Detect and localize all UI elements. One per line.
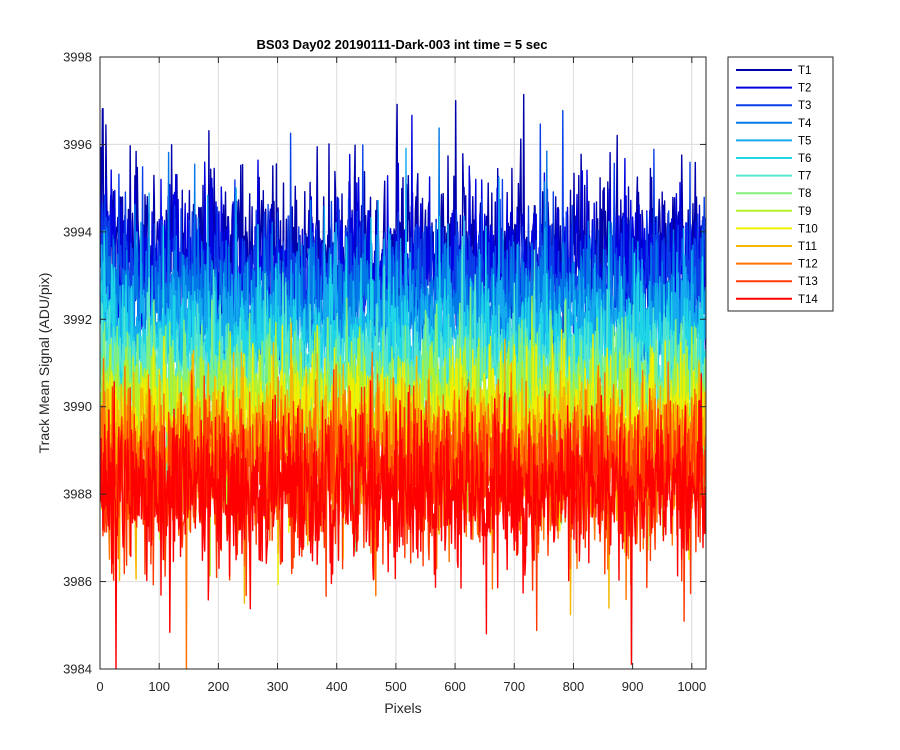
x-tick-label: 700 bbox=[503, 679, 525, 694]
legend-label: T14 bbox=[798, 294, 818, 306]
y-tick-label: 3992 bbox=[63, 312, 92, 327]
x-tick-label: 800 bbox=[563, 679, 585, 694]
legend-label: T13 bbox=[798, 276, 818, 288]
x-tick-label: 600 bbox=[444, 679, 466, 694]
x-axis-label: Pixels bbox=[384, 700, 421, 716]
y-tick-label: 3998 bbox=[63, 50, 92, 65]
legend-label: T5 bbox=[798, 135, 811, 147]
x-tick-label: 200 bbox=[208, 679, 230, 694]
y-axis-label: Track Mean Signal (ADU/pix) bbox=[36, 273, 52, 454]
legend: T1 T2 T3 T4 T5 T6 T7 T8 T9 T10 T11 T12 T13 T14 bbox=[727, 56, 834, 312]
x-tick-label: 1000 bbox=[677, 679, 706, 694]
y-tick-label: 3996 bbox=[63, 137, 92, 152]
y-tick-label: 3994 bbox=[63, 224, 92, 239]
x-tick-label: 0 bbox=[96, 679, 103, 694]
y-tick-label: 3986 bbox=[63, 574, 92, 589]
x-tick-label: 400 bbox=[326, 679, 348, 694]
series-line-t14 bbox=[100, 373, 706, 669]
legend-label: T4 bbox=[798, 118, 812, 130]
legend-label: T2 bbox=[798, 83, 811, 95]
plot-frame bbox=[99, 56, 707, 670]
legend-label: T7 bbox=[798, 171, 811, 183]
legend-label: T3 bbox=[798, 100, 811, 112]
y-tick-label: 3990 bbox=[63, 399, 92, 414]
x-tick-label: 100 bbox=[148, 679, 170, 694]
plot-clip bbox=[100, 93, 706, 669]
legend-label: T11 bbox=[798, 241, 817, 253]
x-tick-label: 300 bbox=[267, 679, 289, 694]
legend-label: T9 bbox=[798, 206, 811, 218]
legend-box bbox=[727, 56, 834, 312]
legend-label: T12 bbox=[798, 259, 818, 271]
legend-label: T1 bbox=[798, 65, 811, 77]
legend-label: T8 bbox=[798, 188, 811, 200]
y-tick-label: 3984 bbox=[63, 662, 92, 677]
y-tick-label: 3988 bbox=[63, 487, 92, 502]
x-tick-label: 500 bbox=[385, 679, 407, 694]
chart-title: BS03 Day02 20190111-Dark-003 int time = … bbox=[257, 37, 548, 52]
axes: 0 100 200 300 400 500 600 700 800 900 1000 3984 3986… bbox=[63, 50, 706, 695]
series-layer bbox=[100, 93, 706, 669]
legend-label: T10 bbox=[798, 223, 818, 235]
x-tick-label: 900 bbox=[622, 679, 644, 694]
legend-label: T6 bbox=[798, 153, 811, 165]
